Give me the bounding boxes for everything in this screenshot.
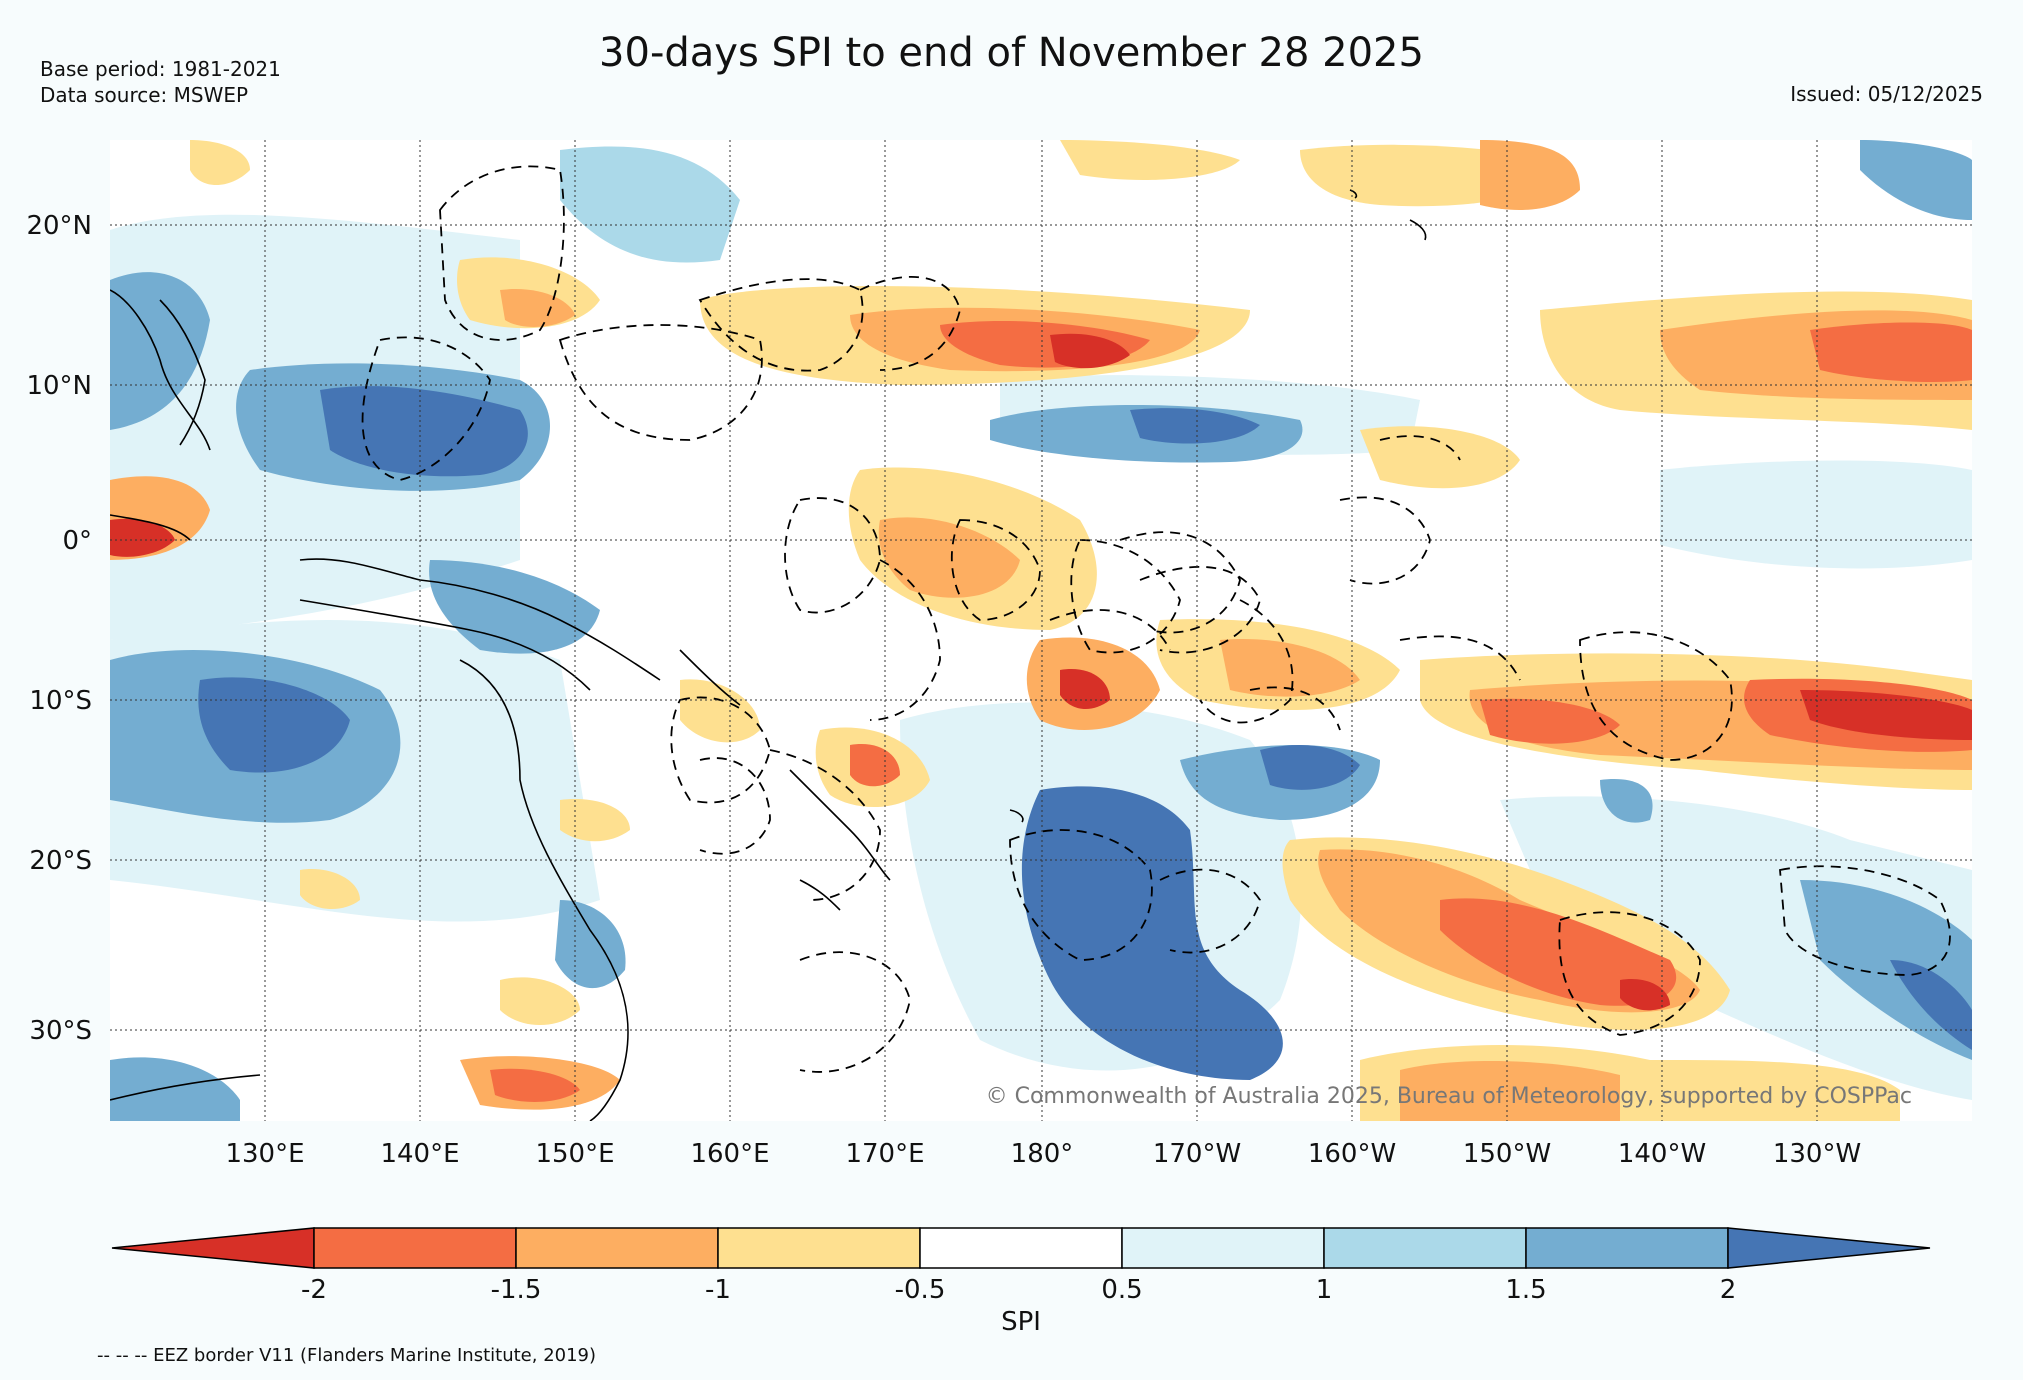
lat-label: 20°N — [26, 211, 92, 241]
colorbar-tick: 1.5 — [1505, 1275, 1546, 1305]
lon-label: 180° — [1011, 1139, 1074, 1169]
base-period: Base period: 1981-2021 — [40, 57, 281, 81]
colorbar-tick: 2 — [1720, 1275, 1737, 1305]
lon-label: 150°W — [1463, 1139, 1551, 1169]
colorbar-segment — [515, 1227, 719, 1269]
issued-date: Issued: 05/12/2025 — [1790, 82, 1983, 106]
lon-label: 170°E — [845, 1139, 924, 1169]
eez-note: -- -- -- EEZ border V11 (Flanders Marine… — [97, 1345, 596, 1366]
colorbar-tick: -1 — [705, 1275, 731, 1305]
copyright-notice: © Commonwealth of Australia 2025, Bureau… — [986, 1084, 1912, 1109]
graticule — [110, 140, 1972, 1121]
lon-label: 140°E — [380, 1139, 459, 1169]
colorbar-tick: -2 — [301, 1275, 327, 1305]
colorbar-segment — [313, 1227, 517, 1269]
colorbar-segment — [1121, 1227, 1325, 1269]
colorbar-title: SPI — [1001, 1307, 1041, 1337]
lon-label: 150°E — [535, 1139, 614, 1169]
colorbar-extend-low — [111, 1227, 315, 1269]
lat-label: 10°S — [29, 686, 92, 716]
lon-label: 160°W — [1308, 1139, 1396, 1169]
colorbar-tick: 0.5 — [1101, 1275, 1142, 1305]
colorbar: -2 -1.5 -1 -0.5 0.5 1 1.5 2 SPI — [111, 1227, 1931, 1337]
lon-label: 160°E — [690, 1139, 769, 1169]
lon-labels: 130°E 140°E 150°E 160°E 170°E 180° 170°W… — [225, 1139, 1861, 1169]
lat-labels: 20°N 10°N 0° 10°S 20°S 30°S — [26, 211, 92, 1046]
lat-label: 0° — [62, 526, 92, 556]
colorbar-segment — [717, 1227, 921, 1269]
lon-label: 130°E — [225, 1139, 304, 1169]
eez-borders — [361, 165, 1951, 1073]
data-source: Data source: MSWEP — [40, 83, 249, 107]
spi-field — [110, 140, 1972, 1121]
lat-label: 30°S — [29, 1016, 92, 1046]
colorbar-tick: -1.5 — [491, 1275, 542, 1305]
lat-label: 10°N — [26, 371, 92, 401]
colorbar-segment — [1525, 1227, 1729, 1269]
colorbar-tick: 1 — [1316, 1275, 1333, 1305]
colorbar-tick: -0.5 — [895, 1275, 946, 1305]
lon-label: 140°W — [1618, 1139, 1706, 1169]
colorbar-segment — [1323, 1227, 1527, 1269]
lon-label: 170°W — [1153, 1139, 1241, 1169]
coastlines — [110, 189, 1427, 1121]
colorbar-segment — [919, 1227, 1123, 1269]
lat-label: 20°S — [29, 846, 92, 876]
lon-label: 130°W — [1773, 1139, 1861, 1169]
map-title: 30-days SPI to end of November 28 2025 — [599, 30, 1424, 76]
colorbar-extend-high — [1727, 1227, 1931, 1269]
